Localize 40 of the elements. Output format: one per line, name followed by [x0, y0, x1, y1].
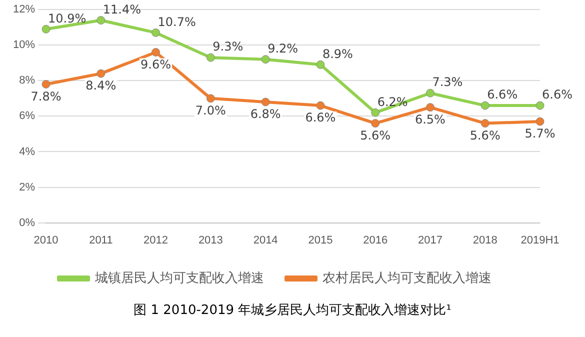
legend-label: 农村居民人均可支配收入增速 [322, 270, 492, 286]
data-label: 6.5% [414, 112, 446, 126]
data-label: 10.7% [158, 14, 196, 29]
text: 图 1 2010-2019 年城乡居民人均可支配收入增速对比¹ [132, 302, 452, 319]
data-label: 5.6% [470, 128, 500, 142]
data-label: 5.6% [360, 128, 391, 142]
y-tick-label: 2% [19, 181, 36, 194]
x-tick-label: 2019H1 [520, 234, 560, 246]
data-label: 9.2% [268, 41, 298, 56]
y-tick-label: 4% [19, 146, 36, 158]
data-label: 7.0% [195, 104, 226, 118]
y-tick-label: 0% [19, 216, 36, 229]
y-tick-label: 6% [19, 110, 36, 122]
data-label: 6.8% [250, 107, 281, 122]
data-label: 5.7% [524, 126, 556, 141]
x-tick-label: 2015 [308, 234, 333, 246]
x-tick-label: 2018 [472, 234, 498, 246]
data-label: 10.9% [48, 11, 86, 26]
data-label: 8.4% [86, 78, 116, 93]
x-tick-label: 2011 [89, 234, 113, 246]
data-label: 6.6% [542, 88, 572, 102]
x-tick-label: 2014 [253, 234, 278, 246]
y-tick-label: 8% [19, 74, 36, 87]
data-label: 6.2% [377, 94, 408, 109]
y-tick-label: 10% [12, 39, 36, 52]
data-label: 6.6% [487, 88, 518, 102]
data-label: 7.3% [432, 75, 463, 90]
data-label: 9.6% [140, 57, 172, 72]
x-tick-label: 2016 [363, 234, 388, 246]
data-label: 7.8% [30, 89, 62, 104]
data-label: 8.9% [322, 46, 353, 61]
x-tick-label: 2010 [34, 234, 58, 246]
data-label: 9.3% [212, 40, 244, 54]
x-tick-label: 2017 [418, 234, 442, 246]
x-tick-label: 2012 [144, 234, 168, 246]
data-label: 11.4% [102, 2, 142, 16]
data-label: 6.6% [305, 110, 336, 125]
y-tick-label: 12% [12, 4, 36, 16]
x-tick-label: 2013 [198, 234, 223, 246]
legend-label: 城镇居民人均可支配收入增速 [94, 270, 264, 286]
